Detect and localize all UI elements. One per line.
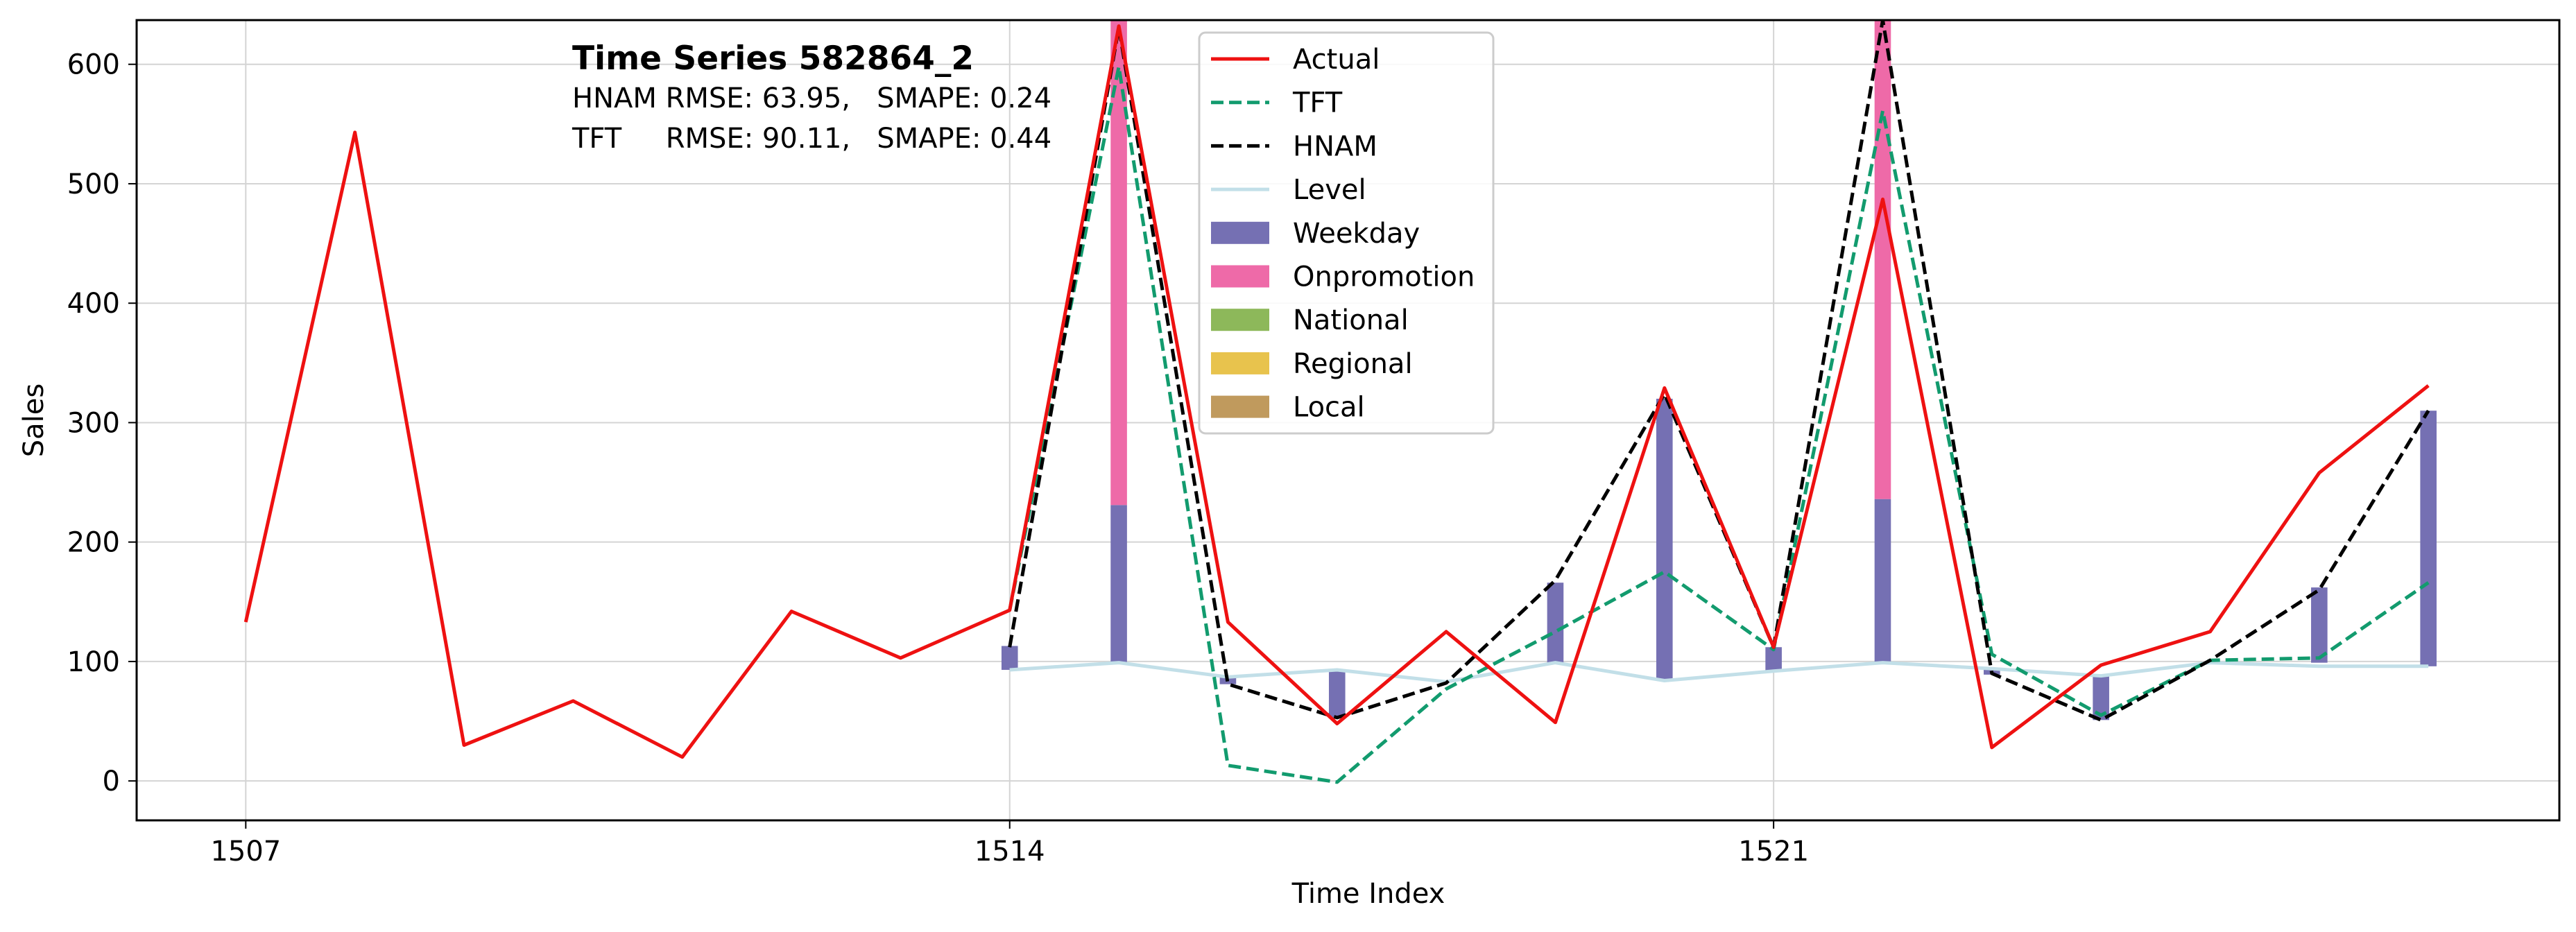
y-tick-label: 500 [67,169,120,200]
weekday-bar [1547,582,1564,663]
legend-box [1198,31,1495,435]
weekday-legend-swatch [1211,221,1269,244]
y-axis-label: Sales [18,383,50,457]
onpromotion-bar [1874,20,1891,499]
y-tick-label: 0 [103,766,120,797]
local-legend-swatch [1211,395,1269,418]
plot-frame [135,19,2561,822]
y-tick-label: 100 [67,646,120,678]
weekday-legend-label: Weekday [1293,218,1420,250]
actual-series-line [243,24,2430,759]
x-axis-label: Time Index [1291,878,1445,910]
weekday-bar [1110,505,1127,663]
weekday-bar [2420,411,2437,666]
weekday-bar [2093,675,2109,720]
regional-legend-swatch [1211,352,1269,374]
x-tick-label: 1514 [974,836,1045,868]
y-tick-label: 200 [67,527,120,559]
national-legend-label: National [1293,304,1409,336]
weekday-bar [2311,587,2328,663]
onpromotion-legend-label: Onpromotion [1293,261,1475,293]
tft-metrics: TFT RMSE: 90.11, SMAPE: 0.44 [572,123,1051,155]
onpromotion-legend-swatch [1211,265,1269,288]
onpromotion-bar [1110,20,1127,506]
axis-ticks: 0 100 200 300 400 500 600 1507 1514 1521 [67,49,1809,868]
series-lines [243,20,2430,784]
level-series-line [1009,661,2429,684]
local-legend-label: Local [1293,392,1365,424]
actual-legend-label: Actual [1293,44,1380,76]
y-tick-label: 300 [67,407,120,439]
x-tick-label: 1507 [210,836,281,868]
y-tick-label: 600 [67,49,120,81]
national-legend-swatch [1211,309,1269,331]
chart-title: Time Series 582864_2 [572,40,974,78]
y-tick-label: 400 [67,288,120,320]
weekday-bar [1001,646,1018,670]
weekday-bar [1656,398,1673,681]
hnam-metrics: HNAM RMSE: 63.95, SMAPE: 0.24 [572,83,1051,114]
legend: Actual TFT HNAM Level Weekday Onpromotion Nati… [1198,31,1495,435]
weekday-bar [1328,669,1346,718]
tft-legend-label: TFT [1292,87,1343,119]
regional-legend-label: Regional [1293,348,1413,380]
x-tick-label: 1521 [1738,836,1809,868]
level-legend-label: Level [1293,174,1366,206]
weekday-bar [1765,647,1782,671]
component-bars [1001,20,2437,720]
hnam-legend-label: HNAM [1293,130,1377,162]
weekday-bar [1874,499,1891,663]
